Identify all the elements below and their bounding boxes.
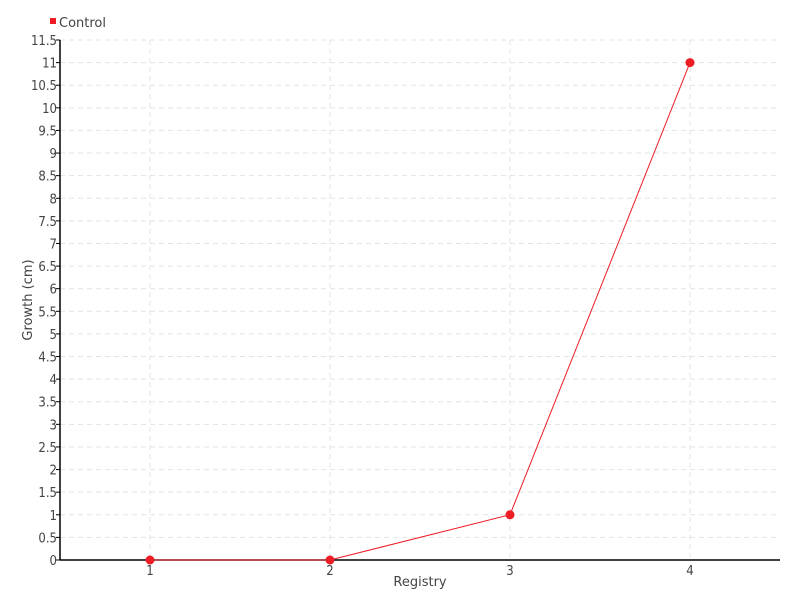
series [145, 58, 695, 565]
axes [59, 40, 780, 561]
x-ticks: 1 2 3 4 [146, 564, 693, 579]
y-tick-label: 2 [50, 464, 57, 479]
data-point [685, 58, 695, 68]
data-point [325, 555, 335, 565]
y-tick-label: 0.5 [38, 531, 57, 546]
y-tick-label: 7 [50, 237, 57, 252]
data-point [145, 555, 155, 565]
grid [60, 39, 780, 560]
y-tick-label: 2.5 [38, 441, 57, 456]
x-tick-label: 1 [146, 564, 153, 579]
x-tick-label: 2 [326, 564, 333, 579]
y-tick-label: 1.5 [38, 486, 57, 501]
y-tick-label: 5 [50, 328, 57, 343]
y-axis-label: Growth (cm) [21, 259, 36, 340]
y-tick-label: 10 [42, 102, 57, 117]
y-tick-label: 3 [50, 418, 57, 433]
y-tick-label: 5.5 [38, 305, 57, 320]
y-tick-label: 0 [50, 554, 57, 569]
y-tick-label: 1 [50, 509, 57, 524]
y-tick-label: 9 [50, 147, 57, 162]
y-ticks: 00.511.522.533.544.555.566.577.588.599.5… [31, 34, 60, 569]
x-axis-label: Registry [393, 575, 447, 590]
data-point [505, 510, 515, 520]
y-tick-label: 8.5 [38, 170, 57, 185]
y-tick-label: 11.5 [31, 34, 57, 49]
y-tick-label: 9.5 [38, 124, 57, 139]
x-tick-label: 3 [506, 564, 513, 579]
y-tick-label: 7.5 [38, 215, 57, 230]
y-tick-label: 6 [50, 283, 57, 298]
y-tick-label: 6.5 [38, 260, 57, 275]
y-tick-label: 4 [50, 373, 57, 388]
y-tick-label: 4.5 [38, 351, 57, 366]
y-tick-label: 3.5 [38, 396, 57, 411]
legend-label-control: Control [59, 16, 106, 31]
legend[interactable]: Control [50, 16, 106, 31]
series-line-control [150, 62, 691, 561]
legend-swatch-control [50, 18, 56, 24]
x-tick-label: 4 [686, 564, 693, 579]
y-tick-label: 8 [50, 192, 57, 207]
y-tick-label: 10.5 [31, 79, 57, 94]
y-tick-label: 11 [42, 57, 57, 72]
